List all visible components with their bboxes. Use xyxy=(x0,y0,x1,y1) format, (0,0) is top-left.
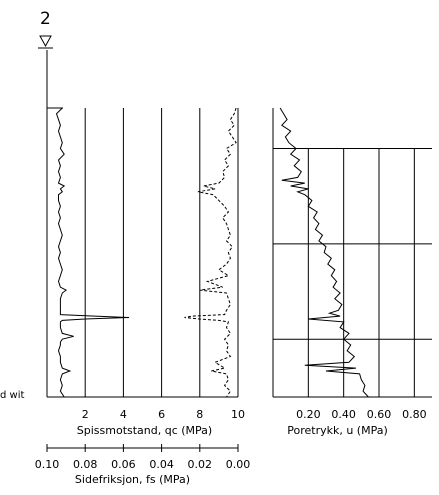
sleeve-tick-label: 0.00 xyxy=(226,458,251,471)
right-tick-label: 0.40 xyxy=(331,408,356,421)
sleeve-tick-label: 0.02 xyxy=(188,458,213,471)
borehole-id: 2 xyxy=(40,9,51,29)
qc-series-line xyxy=(55,107,130,398)
left-tick-labels: 2 4 6 8 10 xyxy=(82,408,245,421)
sleeve-tick-labels: 0.10 0.08 0.06 0.04 0.02 0.00 xyxy=(35,458,251,471)
left-tick-label: 6 xyxy=(158,408,165,421)
sleeve-tick-label: 0.04 xyxy=(149,458,174,471)
left-tick-label: 2 xyxy=(82,408,89,421)
left-tick-label: 4 xyxy=(120,408,127,421)
right-tick-labels: 0.20 0.40 0.60 0.80 xyxy=(296,408,427,421)
left-tick-label: 8 xyxy=(196,408,203,421)
right-tick-label: 0.60 xyxy=(367,408,392,421)
sleeve-x-axis-label: Sidefriksjon, fs (MPa) xyxy=(75,473,190,486)
left-grid xyxy=(46,107,239,398)
sleeve-tick-label: 0.10 xyxy=(35,458,60,471)
right-tick-label: 0.80 xyxy=(402,408,427,421)
right-tick-label: 0.20 xyxy=(296,408,321,421)
water-level-triangle-icon xyxy=(39,35,52,48)
sleeve-tick-label: 0.08 xyxy=(73,458,98,471)
right-panel: 0.20 0.40 0.60 0.80 Poretrykk, u (MPa) xyxy=(272,107,432,437)
sleeve-tick-label: 0.06 xyxy=(111,458,136,471)
u-series-line xyxy=(279,107,369,398)
left-tick-label: 10 xyxy=(231,408,245,421)
cut-off-label: d wit xyxy=(0,390,24,401)
left-x-axis-label: Spissmotstand, qc (MPa) xyxy=(77,424,212,437)
left-panel: 2 4 6 8 10 Spissmotstand, qc (MPa) xyxy=(46,107,245,437)
fs-series-line xyxy=(184,107,237,398)
right-x-axis-label: Poretrykk, u (MPa) xyxy=(287,424,388,437)
right-grid xyxy=(272,108,432,398)
sleeve-friction-axis: 0.10 0.08 0.06 0.04 0.02 0.00 Sidefriksjon, f… xyxy=(35,444,251,486)
